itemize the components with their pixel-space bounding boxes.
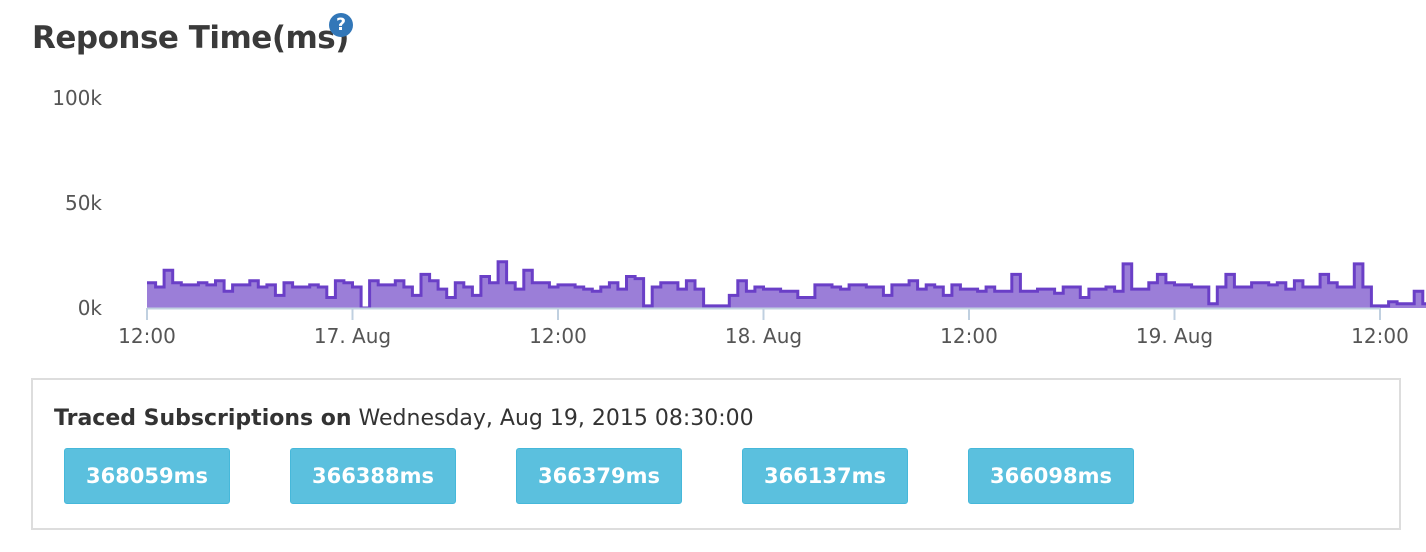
y-axis-labels: 0k 50k 100k bbox=[52, 86, 102, 320]
x-tick-label-0: 12:00 bbox=[118, 324, 176, 348]
chart-title: Reponse Time(ms) bbox=[32, 20, 349, 56]
trace-chip-3[interactable]: 366379ms bbox=[516, 448, 682, 504]
series-response-time bbox=[147, 260, 1426, 310]
traced-subscriptions-panel: Traced Subscriptions on Wednesday, Aug 1… bbox=[31, 378, 1401, 530]
x-tick-label-6: 12:00 bbox=[1351, 324, 1409, 348]
trace-chip-4[interactable]: 366137ms bbox=[742, 448, 908, 504]
x-tick-label-5: 19. Aug bbox=[1136, 324, 1213, 348]
trace-chip-1[interactable]: 368059ms bbox=[64, 448, 230, 504]
traced-subscriptions-label: Traced Subscriptions on bbox=[54, 406, 352, 431]
series-line bbox=[147, 260, 1426, 310]
x-axis: 12:00 17. Aug 12:00 18. Aug 12:00 19. Aug 12:0… bbox=[118, 307, 1409, 348]
x-tick-label-3: 18. Aug bbox=[725, 324, 802, 348]
x-tick-label-1: 17. Aug bbox=[314, 324, 391, 348]
x-tick-label-2: 12:00 bbox=[529, 324, 587, 348]
series-area bbox=[147, 261, 1426, 308]
trace-chip-5[interactable]: 366098ms bbox=[968, 448, 1134, 504]
question-circle-icon[interactable]: ? bbox=[329, 13, 353, 37]
y-tick-label-0: 0k bbox=[78, 296, 103, 320]
x-tick-label-4: 12:00 bbox=[940, 324, 998, 348]
traced-subscriptions-date: Wednesday, Aug 19, 2015 08:30:00 bbox=[351, 406, 754, 431]
trace-chip-2[interactable]: 366388ms bbox=[290, 448, 456, 504]
y-tick-label-2: 100k bbox=[52, 86, 102, 110]
traced-subscriptions-heading: Traced Subscriptions on Wednesday, Aug 1… bbox=[54, 406, 754, 431]
y-tick-label-1: 50k bbox=[65, 191, 102, 215]
